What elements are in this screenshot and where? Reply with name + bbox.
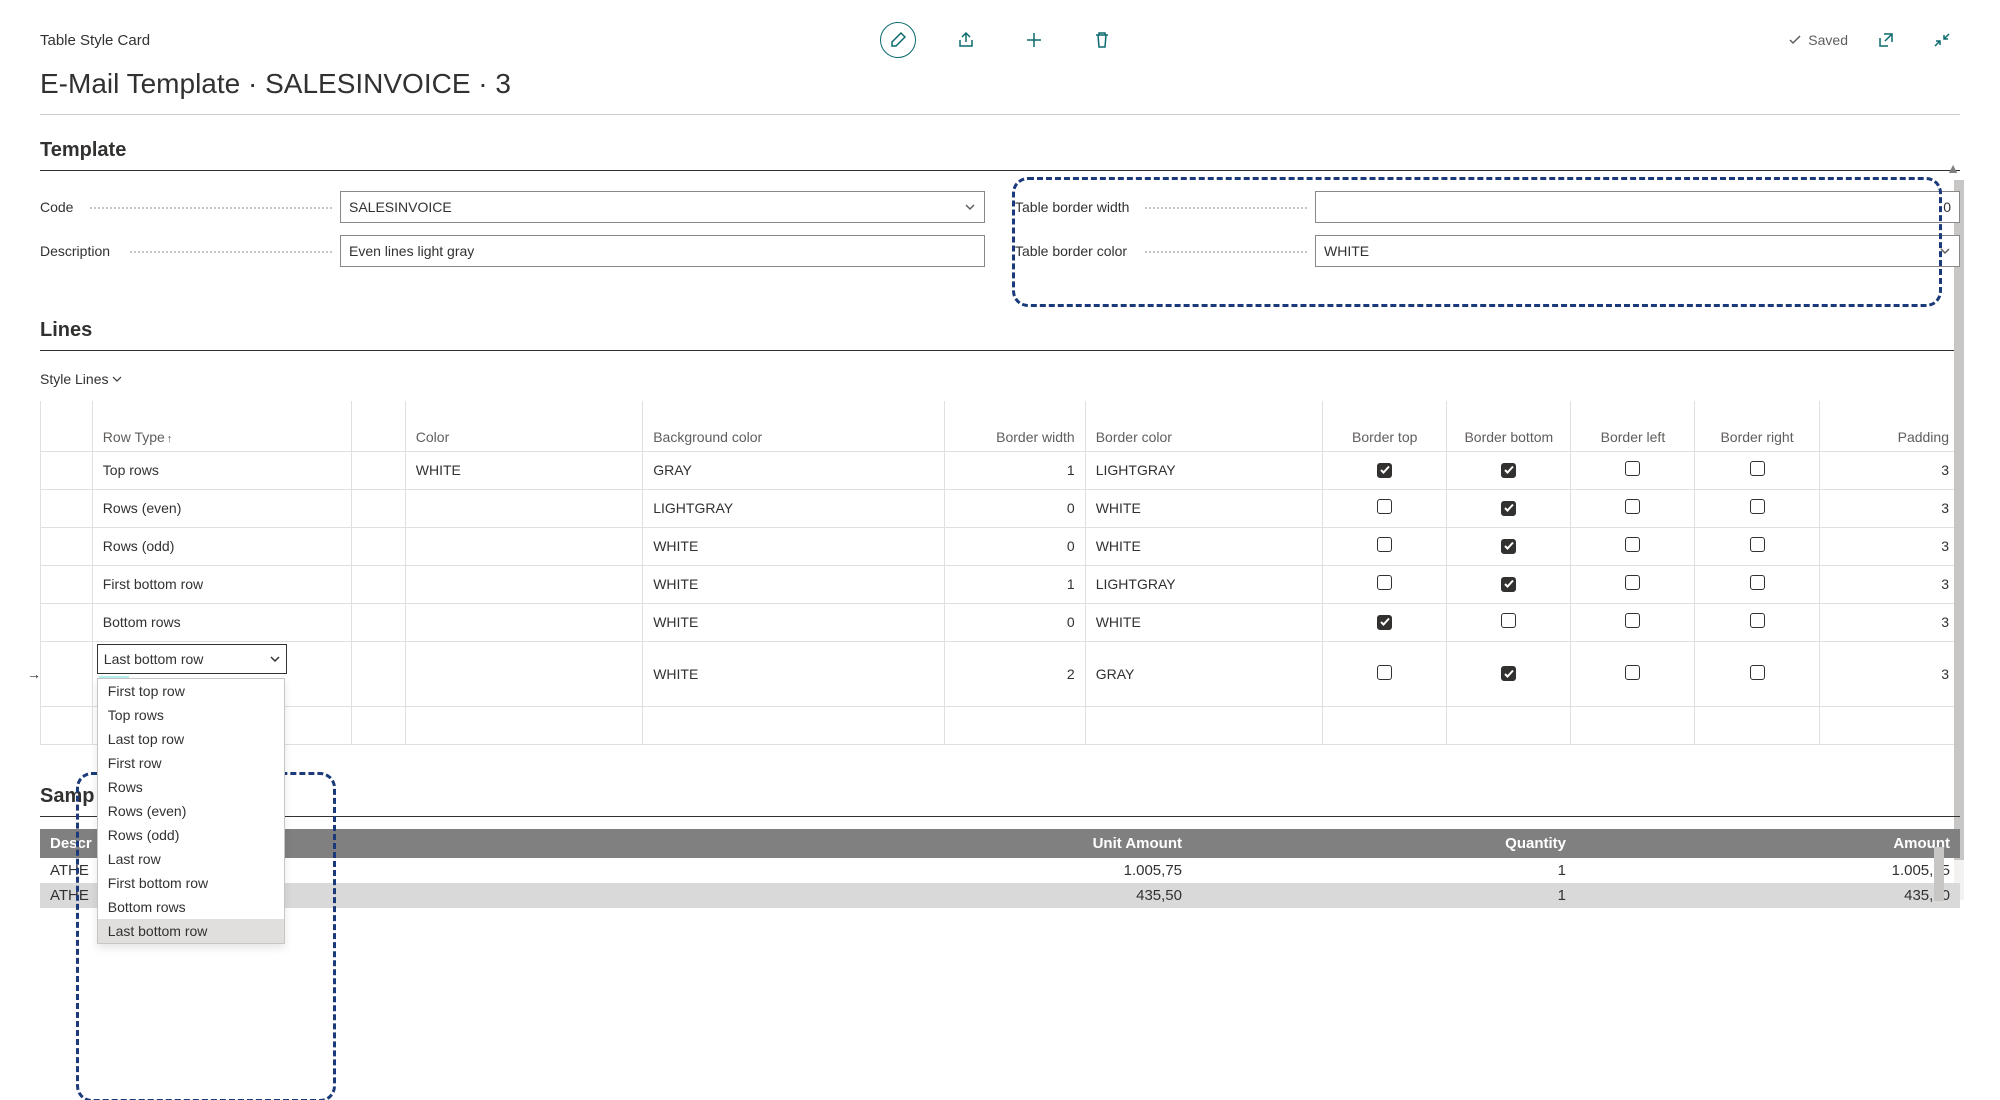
sample-col: Amount: [1576, 829, 1960, 858]
checkbox[interactable]: [1625, 537, 1640, 552]
col-bg[interactable]: Background color: [643, 401, 945, 451]
edit-icon[interactable]: [880, 22, 916, 58]
table-row[interactable]: First bottom rowWHITE1LIGHTGRAY 3: [41, 565, 1960, 603]
sample-scrollbar[interactable]: [1934, 847, 1944, 901]
chevron-down-icon: [112, 374, 122, 384]
col-bw[interactable]: Border width: [945, 401, 1085, 451]
checkbox[interactable]: [1750, 537, 1765, 552]
dropdown-option[interactable]: First top row: [98, 679, 284, 703]
table-header-row: Row Type↑ Color Background color Border …: [41, 401, 1960, 451]
sample-table: DescrUnit AmountQuantityAmount ATHE1.005…: [40, 829, 1960, 908]
border-color-label: Table border color: [1015, 243, 1135, 259]
description-field[interactable]: Even lines light gray: [340, 235, 985, 267]
checkbox[interactable]: [1625, 613, 1640, 628]
sample-row: ATHE435,501435,50: [40, 883, 1960, 908]
sample-row: ATHE1.005,7511.005,75: [40, 858, 1960, 883]
checkbox[interactable]: [1625, 461, 1640, 476]
col-bc[interactable]: Border color: [1085, 401, 1322, 451]
checkbox[interactable]: [1377, 463, 1392, 478]
checkbox[interactable]: [1625, 665, 1640, 680]
saved-status: Saved: [1788, 32, 1848, 48]
col-br[interactable]: Border right: [1695, 401, 1819, 451]
col-bl[interactable]: Border left: [1571, 401, 1695, 451]
lines-section-title: Lines: [40, 319, 1960, 342]
code-field[interactable]: SALESINVOICE: [340, 191, 985, 223]
checkbox[interactable]: [1750, 461, 1765, 476]
row-type-select[interactable]: Last bottom row: [97, 644, 287, 674]
chevron-down-icon: [964, 201, 976, 213]
border-width-field[interactable]: 0: [1315, 191, 1960, 223]
dropdown-option[interactable]: Last row: [98, 847, 284, 871]
delete-icon[interactable]: [1084, 22, 1120, 58]
dropdown-option[interactable]: Last bottom row: [98, 919, 284, 943]
description-value: Even lines light gray: [349, 243, 474, 259]
border-width-value: 0: [1943, 199, 1951, 215]
description-label: Description: [40, 243, 118, 259]
style-lines-dropdown[interactable]: Style Lines: [40, 371, 1960, 387]
col-pad[interactable]: Padding: [1819, 401, 1959, 451]
share-icon[interactable]: [948, 22, 984, 58]
checkbox[interactable]: [1750, 613, 1765, 628]
checkbox[interactable]: [1750, 499, 1765, 514]
table-row-selected[interactable]: Last bottom row First top rowTop rowsLas…: [41, 641, 1960, 706]
new-icon[interactable]: [1016, 22, 1052, 58]
dropdown-option[interactable]: First bottom row: [98, 871, 284, 895]
col-color[interactable]: Color: [405, 401, 642, 451]
saved-label: Saved: [1808, 32, 1848, 48]
col-row-type[interactable]: Row Type↑: [92, 401, 351, 451]
checkbox[interactable]: [1625, 575, 1640, 590]
page-title: E-Mail Template · SALESINVOICE · 3: [40, 68, 1960, 100]
table-row-empty[interactable]: [41, 706, 1960, 744]
border-color-field[interactable]: WHITE: [1315, 235, 1960, 267]
dropdown-option[interactable]: Rows (odd): [98, 823, 284, 847]
col-bb[interactable]: Border bottom: [1447, 401, 1571, 451]
table-row[interactable]: Bottom rowsWHITE0WHITE 3: [41, 603, 1960, 641]
sample-col: Unit Amount: [808, 829, 1192, 858]
card-name: Table Style Card: [40, 32, 150, 49]
style-lines-label: Style Lines: [40, 371, 108, 387]
checkbox[interactable]: [1501, 539, 1516, 554]
border-width-label: Table border width: [1015, 199, 1137, 215]
checkbox[interactable]: [1501, 666, 1516, 681]
dropdown-option[interactable]: First row: [98, 751, 284, 775]
dropdown-option[interactable]: Last top row: [98, 727, 284, 751]
checkbox[interactable]: [1501, 613, 1516, 628]
checkbox[interactable]: [1501, 463, 1516, 478]
checkbox[interactable]: [1377, 615, 1392, 630]
scroll-up-icon[interactable]: ▲: [1946, 160, 1960, 176]
checkbox[interactable]: [1377, 665, 1392, 680]
code-value: SALESINVOICE: [349, 199, 452, 215]
sample-header-row: DescrUnit AmountQuantityAmount: [40, 829, 1960, 858]
checkbox[interactable]: [1625, 499, 1640, 514]
dropdown-option[interactable]: Bottom rows: [98, 895, 284, 919]
popout-icon[interactable]: [1868, 22, 1904, 58]
checkbox[interactable]: [1377, 575, 1392, 590]
table-row[interactable]: Rows (even)LIGHTGRAY0WHITE 3: [41, 489, 1960, 527]
chevron-down-icon: [1939, 245, 1951, 257]
sample-scroll-up-icon[interactable]: ▲: [1927, 827, 1940, 842]
template-section-title: Template: [40, 139, 1960, 162]
border-color-value: WHITE: [1324, 243, 1369, 259]
checkbox[interactable]: [1750, 665, 1765, 680]
dropdown-option[interactable]: Rows: [98, 775, 284, 799]
table-row[interactable]: Top rowsWHITEGRAY1LIGHTGRAY 3: [41, 451, 1960, 489]
col-bt[interactable]: Border top: [1323, 401, 1447, 451]
row-type-dropdown-list[interactable]: First top rowTop rowsLast top rowFirst r…: [97, 678, 285, 944]
code-label: Code: [40, 199, 81, 215]
sample-section-title: Samp: [40, 785, 1960, 808]
sample-col: Quantity: [1192, 829, 1576, 858]
checkbox[interactable]: [1377, 537, 1392, 552]
dropdown-option[interactable]: Top rows: [98, 703, 284, 727]
dropdown-option[interactable]: Rows (even): [98, 799, 284, 823]
checkbox[interactable]: [1377, 499, 1392, 514]
style-lines-table: Row Type↑ Color Background color Border …: [40, 401, 1960, 745]
checkbox[interactable]: [1501, 501, 1516, 516]
checkbox[interactable]: [1501, 577, 1516, 592]
checkbox[interactable]: [1750, 575, 1765, 590]
collapse-icon[interactable]: [1924, 22, 1960, 58]
table-row[interactable]: Rows (odd)WHITE0WHITE 3: [41, 527, 1960, 565]
